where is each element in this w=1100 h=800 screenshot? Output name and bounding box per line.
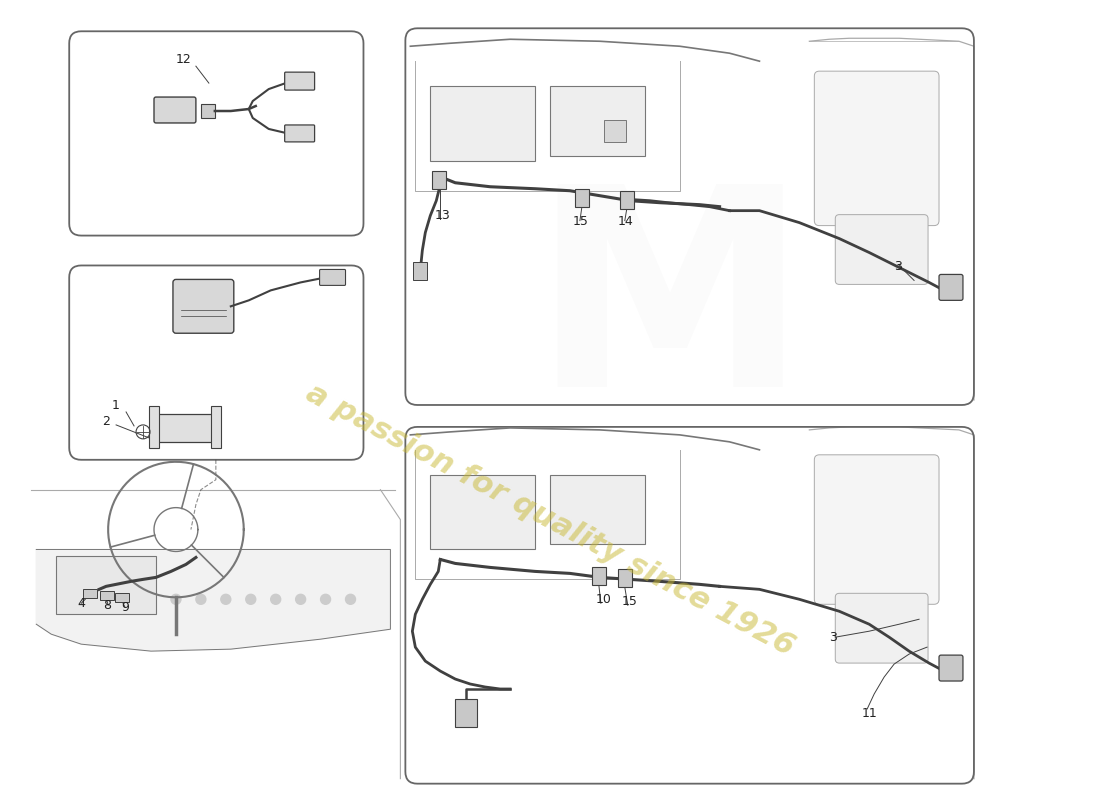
FancyBboxPatch shape bbox=[320, 270, 345, 286]
Text: a passion for quality since 1926: a passion for quality since 1926 bbox=[301, 378, 799, 662]
FancyBboxPatch shape bbox=[604, 120, 626, 142]
Text: 3: 3 bbox=[894, 261, 902, 274]
Text: 3: 3 bbox=[829, 631, 837, 644]
FancyBboxPatch shape bbox=[575, 189, 589, 206]
Text: 15: 15 bbox=[621, 595, 638, 608]
Text: 9: 9 bbox=[121, 602, 129, 614]
FancyBboxPatch shape bbox=[550, 474, 645, 545]
FancyBboxPatch shape bbox=[592, 567, 606, 586]
FancyBboxPatch shape bbox=[455, 699, 477, 727]
Text: 11: 11 bbox=[861, 707, 877, 720]
FancyBboxPatch shape bbox=[814, 455, 939, 604]
FancyBboxPatch shape bbox=[835, 214, 928, 285]
Circle shape bbox=[296, 594, 306, 604]
FancyBboxPatch shape bbox=[84, 590, 97, 598]
FancyBboxPatch shape bbox=[285, 125, 315, 142]
FancyBboxPatch shape bbox=[814, 71, 939, 226]
Polygon shape bbox=[36, 550, 390, 651]
Text: 14: 14 bbox=[618, 214, 634, 228]
FancyBboxPatch shape bbox=[285, 72, 315, 90]
Text: 15: 15 bbox=[573, 214, 588, 228]
FancyBboxPatch shape bbox=[154, 97, 196, 123]
FancyBboxPatch shape bbox=[430, 474, 535, 550]
Text: 4: 4 bbox=[77, 598, 85, 610]
FancyBboxPatch shape bbox=[550, 86, 645, 156]
Circle shape bbox=[170, 594, 180, 604]
Text: 13: 13 bbox=[434, 209, 450, 222]
Text: 2: 2 bbox=[102, 415, 110, 428]
Text: M: M bbox=[531, 175, 807, 446]
FancyBboxPatch shape bbox=[432, 170, 447, 189]
FancyBboxPatch shape bbox=[939, 655, 962, 681]
FancyBboxPatch shape bbox=[618, 570, 631, 587]
FancyBboxPatch shape bbox=[835, 594, 928, 663]
FancyBboxPatch shape bbox=[619, 190, 634, 209]
FancyBboxPatch shape bbox=[100, 591, 114, 600]
Circle shape bbox=[320, 594, 331, 604]
FancyBboxPatch shape bbox=[116, 594, 129, 602]
Text: 10: 10 bbox=[596, 594, 612, 606]
FancyBboxPatch shape bbox=[148, 406, 159, 448]
FancyBboxPatch shape bbox=[939, 274, 962, 300]
Text: 1: 1 bbox=[112, 399, 120, 412]
Text: 12: 12 bbox=[176, 53, 191, 66]
FancyBboxPatch shape bbox=[56, 557, 156, 614]
FancyBboxPatch shape bbox=[414, 262, 427, 281]
Circle shape bbox=[345, 594, 355, 604]
Circle shape bbox=[271, 594, 281, 604]
Circle shape bbox=[221, 594, 231, 604]
FancyBboxPatch shape bbox=[430, 86, 535, 161]
Circle shape bbox=[196, 594, 206, 604]
FancyBboxPatch shape bbox=[201, 104, 214, 118]
FancyBboxPatch shape bbox=[173, 279, 234, 334]
Text: 8: 8 bbox=[103, 599, 111, 612]
Circle shape bbox=[245, 594, 255, 604]
FancyBboxPatch shape bbox=[211, 406, 221, 448]
FancyBboxPatch shape bbox=[156, 414, 216, 442]
